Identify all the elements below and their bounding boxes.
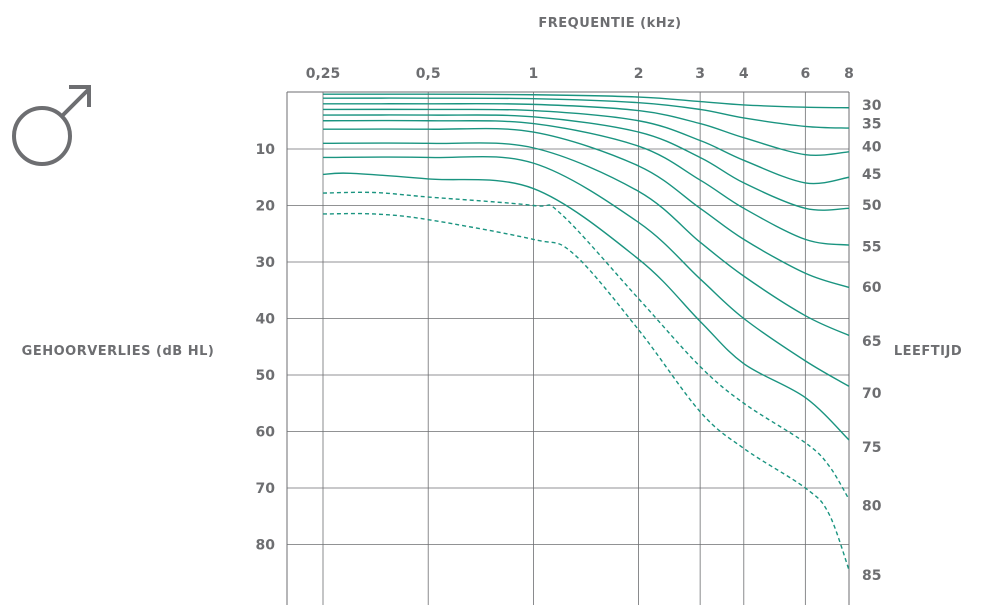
- y-tick-label: 70: [256, 481, 276, 497]
- x-tick-label: 0,5: [416, 66, 441, 82]
- y-tick-label: 80: [256, 538, 276, 554]
- series-line-age-60: [322, 127, 850, 289]
- x-tick-label: 8: [844, 66, 854, 82]
- age-label: 65: [862, 334, 881, 350]
- series-line-age-30: [322, 93, 850, 109]
- series-line-age-40: [322, 102, 850, 156]
- age-label: 85: [862, 568, 881, 584]
- series-line-age-75: [322, 172, 850, 441]
- series-line-age-55: [322, 119, 850, 246]
- y-tick-label: 50: [256, 368, 276, 384]
- y-tick-label: 40: [256, 312, 276, 328]
- series-line-age-35: [322, 97, 850, 129]
- y-tick-label: 20: [256, 199, 276, 215]
- age-label: 55: [862, 240, 881, 256]
- series-lines: [322, 93, 850, 571]
- age-label: 70: [862, 386, 882, 402]
- x-tick-label: 0,25: [306, 66, 341, 82]
- age-label: 60: [862, 280, 882, 296]
- x-tick-label: 2: [634, 66, 644, 82]
- y-tick-label: 60: [256, 425, 276, 441]
- age-label: 80: [862, 499, 882, 515]
- series-line-age-70: [322, 155, 850, 387]
- x-tick-label: 3: [695, 66, 705, 82]
- male-symbol-icon: [12, 85, 91, 166]
- x-tick-label: 1: [529, 66, 539, 82]
- age-label: 75: [862, 440, 881, 456]
- series-line-age-80: [322, 191, 850, 500]
- age-label: 50: [862, 198, 882, 214]
- age-label: 45: [862, 167, 881, 183]
- x-tick-labels: 0,25 0,5 1 2 3 4 6 8: [306, 66, 854, 82]
- right-axis-title: LEEFTIJD: [894, 344, 962, 359]
- series-line-age-85: [322, 212, 850, 571]
- x-tick-label: 6: [800, 66, 810, 82]
- y-tick-labels: 10 20 30 40 50 60 70 80: [256, 142, 276, 554]
- series-line-age-45: [322, 108, 850, 185]
- series-line-age-65: [322, 142, 850, 337]
- age-labels: 30 35 40 45 50 55 60 65 70 75 80 85: [862, 98, 882, 584]
- y-tick-label: 30: [256, 255, 276, 271]
- age-label: 30: [862, 98, 882, 114]
- x-tick-label: 4: [739, 66, 749, 82]
- series-line-age-50: [322, 114, 850, 211]
- x-axis-title: FREQUENTIE (kHz): [538, 16, 681, 31]
- age-label: 35: [862, 117, 881, 133]
- y-axis-title: GEHOORVERLIES (dB HL): [22, 344, 215, 359]
- y-tick-label: 10: [256, 142, 276, 158]
- age-label: 40: [862, 140, 882, 156]
